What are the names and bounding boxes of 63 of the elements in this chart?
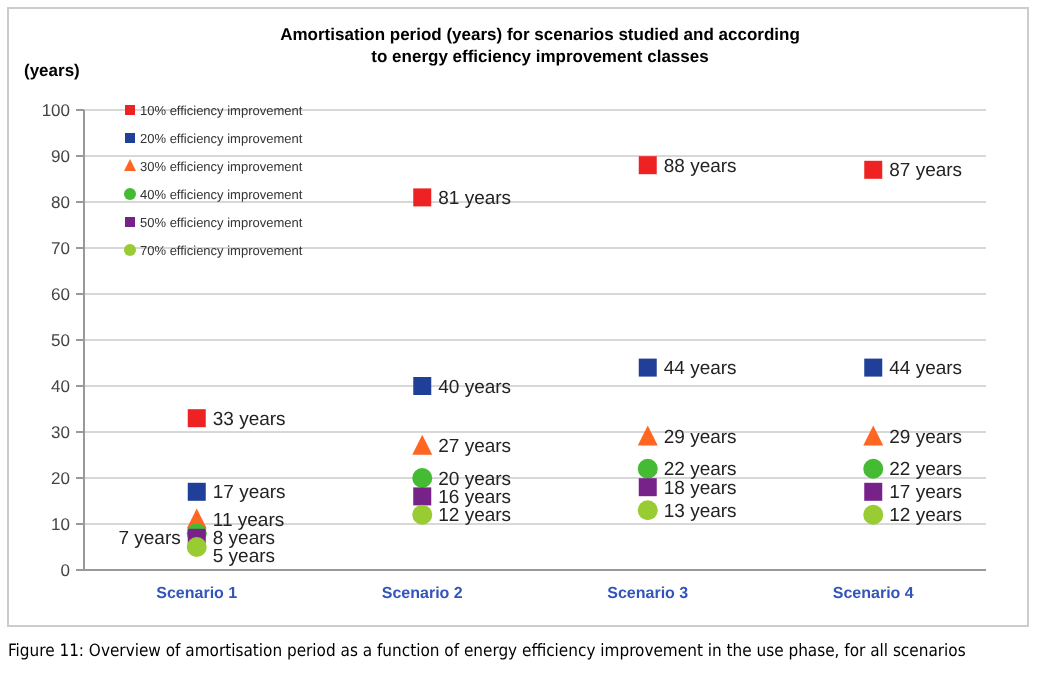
- data-label: 27 years: [438, 436, 512, 459]
- data-label: 22 years: [889, 459, 963, 482]
- data-label: 8 years: [212, 528, 276, 551]
- data-label: 88 years: [663, 155, 738, 178]
- point: [187, 409, 206, 428]
- point: [637, 458, 658, 479]
- data-label: 12 years: [438, 505, 512, 528]
- point: [863, 425, 884, 446]
- y-tick-label: 70: [51, 237, 71, 258]
- point: [413, 377, 432, 395]
- y-tick-label: 10: [51, 513, 71, 534]
- point: [863, 458, 884, 479]
- point: [638, 358, 657, 377]
- y-tick-label: 50: [51, 329, 71, 350]
- data-label: 40 years: [438, 376, 512, 399]
- data-label: 7 years: [118, 528, 182, 551]
- y-tick-label: 30: [51, 421, 71, 442]
- caption: Figure 11: Overview of amortisation period as a function of energy efficiency improvement in the use phase, for all scenarios: [8, 642, 966, 662]
- point: [637, 500, 658, 521]
- point: [413, 188, 432, 207]
- y-tick-label: 0: [60, 559, 71, 580]
- data-label: 29 years: [889, 427, 963, 450]
- point: [863, 504, 884, 525]
- point: [864, 160, 883, 179]
- y-tick-label: 80: [51, 191, 71, 212]
- y-tick-label: 100: [41, 99, 71, 120]
- point: [864, 358, 883, 377]
- data-label: 20 years: [438, 468, 512, 491]
- x-tick-label: Scenario 4: [832, 584, 915, 602]
- x-tick-label: Scenario 2: [381, 584, 464, 602]
- data-label: 44 years: [889, 358, 963, 381]
- y-tick-label: 90: [51, 145, 71, 166]
- data-label: 17 years: [212, 482, 287, 505]
- y-tick-label: 20: [51, 467, 71, 488]
- y-tick-label: 60: [51, 283, 71, 304]
- data-label: 11 years: [212, 510, 285, 533]
- data-label: 33 years: [212, 408, 287, 431]
- data-label: 87 years: [889, 160, 963, 183]
- y-tick-label: 40: [51, 375, 71, 396]
- point: [412, 434, 433, 455]
- x-tick-label: Scenario 1: [156, 584, 239, 602]
- x-tick-label: Scenario 3: [607, 584, 690, 602]
- point: [864, 482, 883, 501]
- data-label: 17 years: [889, 482, 963, 505]
- point: [412, 504, 433, 525]
- data-label: 44 years: [663, 358, 738, 381]
- point: [187, 482, 206, 501]
- data-label: 12 years: [889, 505, 963, 528]
- point: [412, 468, 433, 488]
- data-label: 18 years: [663, 477, 738, 500]
- data-label: 5 years: [212, 546, 276, 569]
- chart-title: Amortisation period (years) for scenarios studied and according to energy efficiency improvement classes: [280, 24, 800, 66]
- point: [638, 478, 657, 497]
- data-label: 16 years: [438, 487, 512, 510]
- y-axis-title: (years): [24, 60, 81, 80]
- point: [638, 156, 657, 175]
- point: [637, 425, 658, 446]
- data-label: 81 years: [438, 188, 512, 211]
- data-label: 13 years: [663, 500, 738, 523]
- data-label: 29 years: [663, 427, 738, 450]
- data-label: 22 years: [663, 459, 738, 482]
- point: [413, 487, 432, 506]
- point: [186, 537, 207, 557]
